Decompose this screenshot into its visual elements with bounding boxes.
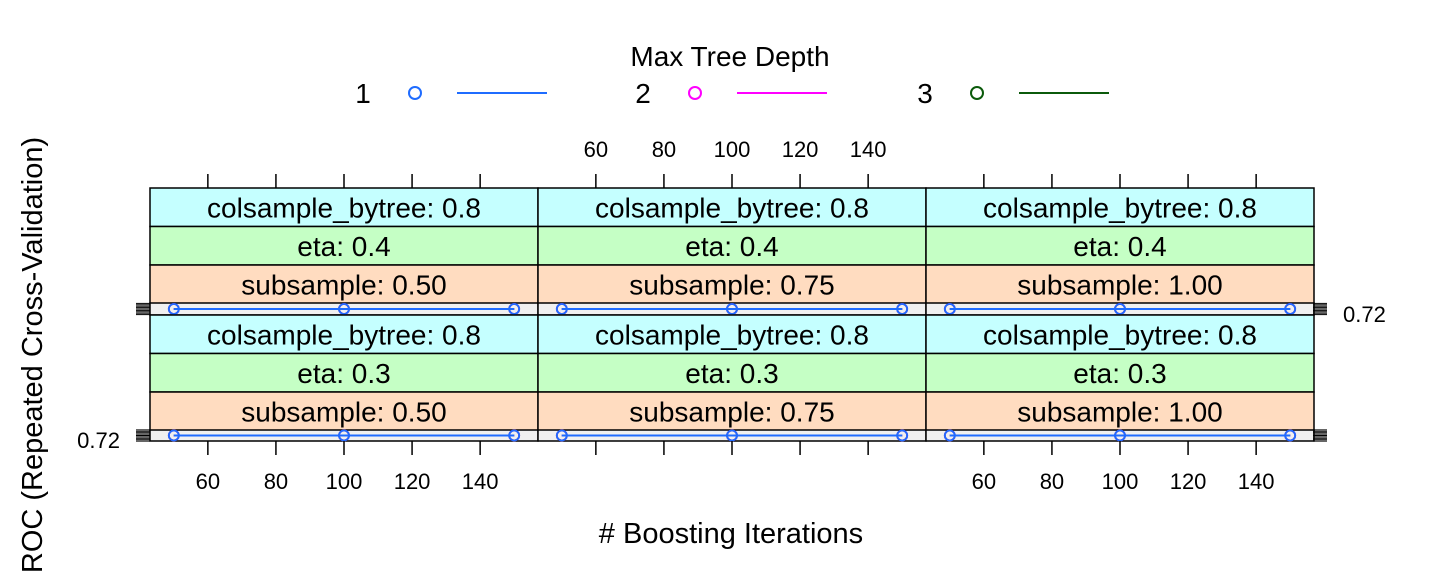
strip-colsample_bytree [537,314,927,355]
strip-label-subsample: subsample: 0.50 [241,396,446,427]
x-tick-label-bottom: 100 [1102,469,1139,494]
legend-title: Max Tree Depth [630,41,829,72]
strip-label-eta: eta: 0.3 [685,358,778,389]
x-tick-label-top: 120 [782,137,819,162]
panels: colsample_bytree: 0.8 eta: 0.4 subsample: … [136,187,1327,442]
strip-label-subsample: subsample: 0.75 [629,269,834,300]
x-tick-label-bottom: 140 [1238,469,1275,494]
legend: Max Tree Depth 1 2 3 [355,41,1109,109]
strip-label-colsample_bytree: colsample_bytree: 0.8 [595,192,869,223]
strip-subsample [925,264,1315,305]
strip-label-subsample: subsample: 1.00 [1017,269,1222,300]
x-tick-label-bottom: 60 [972,469,996,494]
series-point-1 [1284,429,1297,442]
strip-label-subsample: subsample: 0.75 [629,396,834,427]
panel-bottom-1: colsample_bytree: 0.8 eta: 0.3 subsample: … [149,314,539,442]
panel-bottom-2: colsample_bytree: 0.8 eta: 0.3 subsample: … [537,314,927,442]
strip-colsample_bytree [925,314,1315,355]
strip-label-colsample_bytree: colsample_bytree: 0.8 [207,192,481,223]
x-tick-label-top: 60 [584,137,608,162]
strip-label-eta: eta: 0.4 [1073,231,1166,262]
series-point-1 [555,303,568,315]
series-point-1 [896,429,909,442]
x-tick-label-top: 80 [652,137,676,162]
panel-top-2: colsample_bytree: 0.8 eta: 0.4 subsample: … [537,187,927,316]
strip-label-eta: eta: 0.4 [685,231,778,262]
series-point-1 [508,429,521,442]
series-point-1 [726,429,738,442]
strip-label-colsample_bytree: colsample_bytree: 0.8 [983,192,1257,223]
series-point-1 [1284,303,1297,315]
strip-label-eta: eta: 0.3 [297,358,390,389]
strip-label-colsample_bytree: colsample_bytree: 0.8 [595,319,869,350]
top-axis: 60 80 100 120 140 [207,137,1257,188]
x-tick-label-bottom: 60 [196,469,220,494]
strip-label-eta: eta: 0.4 [297,231,390,262]
series-point-1 [1114,429,1126,442]
strip-eta [925,225,1315,266]
strip-subsample [537,264,927,305]
x-axis-label: # Boosting Iterations [599,518,863,550]
strip-eta [149,225,539,266]
x-tick-label-bottom: 120 [1170,469,1207,494]
legend-label-2: 2 [635,78,651,109]
x-tick-label-bottom: 100 [326,469,363,494]
bottom-axis: 60 80 100 120 140 60 80 100 120 140 [196,441,1275,494]
series-point-1 [338,303,350,315]
legend-marker-2 [688,86,702,100]
x-tick-label-bottom: 80 [264,469,288,494]
series-point-1 [508,303,521,315]
series-point-1 [896,303,909,315]
legend-label-1: 1 [355,78,371,109]
strip-subsample [537,391,927,432]
series-point-1 [1114,303,1126,315]
legend-label-3: 3 [917,78,933,109]
strip-label-subsample: subsample: 0.50 [241,269,446,300]
series-point-1 [167,429,180,442]
strip-label-eta: eta: 0.3 [1073,358,1166,389]
strip-label-colsample_bytree: colsample_bytree: 0.8 [983,319,1257,350]
panel-top-1: colsample_bytree: 0.8 eta: 0.4 subsample: … [149,187,539,316]
y-axis-label: ROC (Repeated Cross-Validation) [17,137,49,573]
x-tick-label-bottom: 80 [1040,469,1064,494]
strip-eta [925,352,1315,393]
strip-label-colsample_bytree: colsample_bytree: 0.8 [207,319,481,350]
strip-label-subsample: subsample: 1.00 [1017,396,1222,427]
y-axis-ticks [136,302,1327,442]
legend-entries: 1 2 3 [355,78,1109,109]
series-point-1 [943,429,956,442]
x-tick-label-top: 100 [714,137,751,162]
y-tick-label-right: 0.72 [1343,302,1386,327]
series-point-1 [338,429,350,442]
series-point-1 [555,429,568,442]
legend-marker-1 [408,86,422,100]
y-tick-label-left: 0.72 [77,428,120,453]
x-tick-label-bottom: 120 [394,469,431,494]
strip-colsample_bytree [537,187,927,228]
panel-top-3: colsample_bytree: 0.8 eta: 0.4 subsample: … [925,187,1315,316]
x-tick-label-bottom: 140 [462,469,499,494]
panel-bottom-3: colsample_bytree: 0.8 eta: 0.3 subsample: … [925,314,1315,442]
legend-marker-3 [970,86,984,100]
series-point-1 [943,303,956,315]
series-point-1 [726,303,738,315]
strip-subsample [925,391,1315,432]
x-tick-label-top: 140 [850,137,887,162]
series-point-1 [167,303,180,315]
